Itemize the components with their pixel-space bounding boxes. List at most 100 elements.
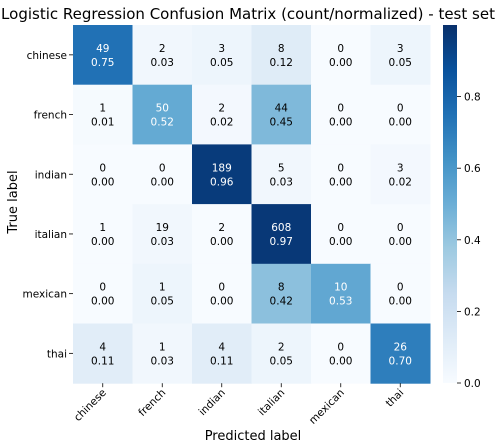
cell-normalized-label: 0.00: [329, 57, 352, 69]
colorbar-tick-label: 0.4: [464, 235, 481, 247]
cell-count-label: 0: [159, 162, 166, 174]
cell-normalized-label: 0.96: [210, 176, 234, 188]
x-tick-label: indian: [197, 387, 228, 418]
y-tick-label: indian: [35, 169, 67, 181]
cell-normalized-label: 0.05: [270, 355, 293, 367]
cell-count-label: 1: [159, 282, 166, 294]
cell-normalized-label: 0.00: [329, 236, 352, 248]
cell-normalized-label: 0.03: [270, 176, 293, 188]
heatmap-cell-mexican-french: [132, 263, 193, 324]
heatmap-cell-italian-indian: [192, 204, 252, 265]
cell-normalized-label: 0.00: [329, 355, 352, 367]
cell-count-label: 0: [337, 222, 344, 234]
cell-count-label: 0: [337, 103, 344, 115]
cell-count-label: 0: [397, 103, 404, 115]
heatmap-cell-indian-mexican: [311, 144, 371, 205]
heatmap-cell-italian-mexican: [311, 204, 371, 265]
heatmap-cell-italian-thai: [370, 204, 431, 265]
heatmap-cell-indian-indian: [192, 144, 252, 205]
cell-count-label: 10: [334, 282, 347, 294]
heatmap-cell-french-thai: [370, 84, 431, 145]
x-tick-label: french: [136, 387, 168, 419]
cell-count-label: 44: [275, 103, 289, 115]
cell-count-label: 0: [99, 162, 106, 174]
cell-count-label: 8: [278, 43, 285, 55]
colorbar-tick-label: 0.8: [464, 92, 481, 104]
cell-normalized-label: 0.75: [91, 57, 114, 69]
y-tick-label: thai: [47, 348, 67, 360]
heatmap-cell-french-indian: [192, 84, 252, 145]
cell-count-label: 608: [271, 222, 291, 234]
y-tick-label: french: [34, 110, 67, 122]
y-tick-label: mexican: [23, 289, 68, 301]
cell-count-label: 0: [397, 222, 404, 234]
heatmap-cell-mexican-mexican: [311, 263, 371, 324]
cell-normalized-label: 0.00: [91, 296, 114, 308]
heatmap-cell-indian-thai: [370, 144, 431, 205]
cell-normalized-label: 0.11: [91, 355, 114, 367]
heatmap-cell-thai-indian: [192, 323, 252, 384]
cell-count-label: 3: [218, 43, 225, 55]
y-axis-label: True label: [6, 170, 21, 234]
cell-count-label: 0: [397, 282, 404, 294]
cell-normalized-label: 0.03: [151, 355, 174, 367]
cell-normalized-label: 0.01: [91, 117, 114, 129]
heatmap-cell-indian-italian: [251, 144, 312, 205]
cell-normalized-label: 0.53: [329, 296, 352, 308]
cell-normalized-label: 0.05: [151, 296, 174, 308]
heatmap-cell-chinese-indian: [192, 25, 252, 86]
heatmap-cell-indian-french: [132, 144, 193, 205]
cell-count-label: 0: [337, 341, 344, 353]
cell-count-label: 50: [156, 103, 169, 115]
heatmap-cell-italian-chinese: [73, 204, 133, 265]
colorbar-tick-label: 0.2: [464, 306, 481, 318]
cell-count-label: 4: [99, 341, 106, 353]
cell-normalized-label: 0.97: [270, 236, 293, 248]
cell-normalized-label: 0.02: [210, 117, 233, 129]
cell-normalized-label: 0.00: [329, 117, 352, 129]
heatmap-cell-indian-chinese: [73, 144, 133, 205]
cell-normalized-label: 0.02: [389, 176, 412, 188]
cell-normalized-label: 0.05: [210, 57, 233, 69]
heatmap-cell-italian-italian: [251, 204, 312, 265]
cell-normalized-label: 0.03: [151, 236, 174, 248]
heatmap-cell-french-chinese: [73, 84, 133, 145]
cell-count-label: 0: [337, 43, 344, 55]
cell-normalized-label: 0.42: [270, 296, 293, 308]
heatmap-cell-thai-mexican: [311, 323, 371, 384]
cell-count-label: 2: [159, 43, 166, 55]
cell-normalized-label: 0.00: [389, 236, 412, 248]
cell-count-label: 2: [218, 222, 225, 234]
cell-count-label: 4: [218, 341, 225, 353]
x-tick-label: italian: [256, 387, 287, 418]
heatmap-cell-mexican-italian: [251, 263, 312, 324]
x-tick-label: thai: [384, 387, 407, 410]
x-tick-label: chinese: [72, 387, 109, 424]
cell-count-label: 3: [397, 162, 404, 174]
heatmap-cell-chinese-italian: [251, 25, 312, 86]
cell-normalized-label: 0.45: [270, 117, 293, 129]
cell-normalized-label: 0.00: [91, 176, 114, 188]
cell-normalized-label: 0.00: [389, 117, 412, 129]
heatmap-cell-chinese-chinese: [73, 25, 133, 86]
colorbar-tick-label: 0.0: [464, 378, 481, 390]
cell-normalized-label: 0.03: [151, 57, 174, 69]
heatmap-cell-chinese-thai: [370, 25, 431, 86]
y-tick-labels: chinese french indian italian mexican thai: [23, 50, 73, 360]
y-tick-label: chinese: [27, 50, 67, 62]
cell-normalized-label: 0.11: [210, 355, 233, 367]
cell-count-label: 189: [212, 162, 232, 174]
heatmap-cell-french-french: [132, 84, 193, 145]
heatmap-cell-chinese-french: [132, 25, 193, 86]
heatmap-cell-thai-chinese: [73, 323, 133, 384]
cell-normalized-label: 0.05: [389, 57, 412, 69]
cell-normalized-label: 0.00: [329, 176, 352, 188]
cell-count-label: 1: [159, 341, 166, 353]
heatmap-cell-thai-french: [132, 323, 193, 384]
cell-normalized-label: 0.00: [210, 296, 233, 308]
cell-normalized-label: 0.52: [151, 117, 174, 129]
heatmap-cell-mexican-thai: [370, 263, 431, 324]
x-tick-label: mexican: [307, 387, 347, 427]
heatmap-cell-thai-thai: [370, 323, 431, 384]
